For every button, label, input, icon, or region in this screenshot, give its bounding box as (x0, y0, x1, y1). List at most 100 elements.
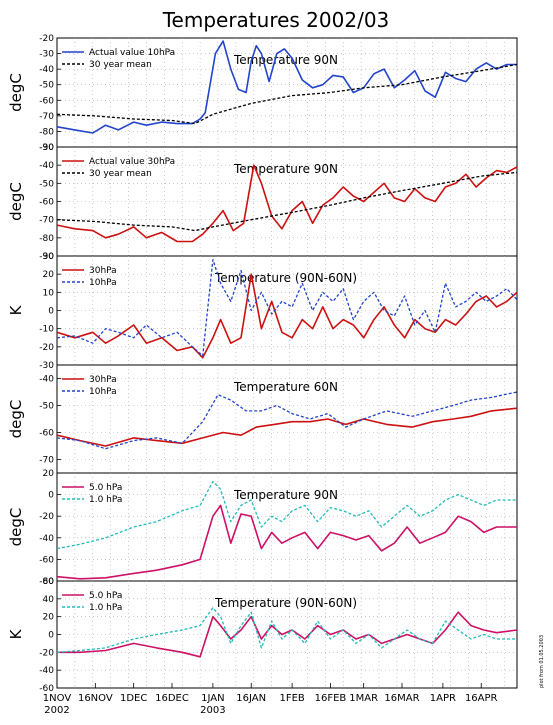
y-tick-label: -20 (39, 34, 54, 44)
legend-label: 30hPa (89, 375, 117, 385)
y-tick-label: -80 (39, 577, 54, 587)
y-tick-label: -20 (39, 648, 54, 658)
legend-label: 30hPa (89, 266, 117, 276)
y-tick-label: -40 (39, 666, 54, 676)
y-tick-label: -80 (39, 234, 54, 244)
series-line-1 (57, 40, 517, 134)
panel-title: Temperature 90N (233, 53, 338, 67)
y-tick-label: -20 (39, 512, 54, 522)
panel-1: -90 -80 -70 -60 -50 -40 -30 -20 degC Temperature … (7, 34, 518, 153)
panels: -90 -80 -70 -60 -50 -40 -30 -20 degC Temperature … (7, 34, 518, 694)
y-tick-label: -40 (39, 161, 54, 171)
y-tick-label: -70 (39, 456, 54, 466)
y-tick-label: 0 (48, 631, 54, 641)
series-line-2 (57, 171, 517, 232)
x-tick-year: 2003 (200, 705, 225, 716)
y-tick-label: -60 (39, 429, 54, 439)
y-tick-label: -30 (39, 143, 54, 153)
y-tick-label: -60 (39, 555, 54, 565)
legend-label: Actual value 10hPa (89, 48, 175, 58)
x-tick-label: 16JAN (236, 693, 266, 704)
y-tick-label: 20 (43, 469, 55, 479)
y-tick-label: -40 (39, 375, 54, 385)
y-tick-label: -30 (39, 361, 54, 371)
y-tick-label: 30 (43, 252, 55, 262)
y-tick-label: 60 (43, 577, 55, 587)
panel-title: Temperature 90N (233, 488, 338, 502)
y-tick-label: -90 (39, 143, 54, 153)
y-tick-label: -80 (39, 127, 54, 137)
x-tick-label: 1NOV (43, 693, 72, 704)
y-axis-label: degC (7, 182, 25, 221)
y-axis-label: K (7, 304, 25, 315)
series-line-1 (57, 611, 517, 658)
x-tick-label: 16APR (465, 693, 498, 704)
panel-2: -90 -80 -70 -60 -50 -40 -30 degC Temperature 90N… (7, 143, 518, 262)
legend-label: 10hPa (89, 387, 117, 397)
plot-date-note: plot from 01.05.2003 (539, 635, 545, 688)
x-tick-label: 1FEB (279, 693, 304, 704)
y-tick-label: -50 (39, 402, 54, 412)
y-tick-label: -50 (39, 81, 54, 91)
panel-6: -60 -40 -20 0 20 40 60 K Temperature (90N-60N) 5.… (7, 577, 518, 694)
legend-label: 1.0 hPa (89, 603, 122, 613)
panel-title: Temperature 60N (233, 380, 338, 394)
x-tick-label: 1MAR (349, 693, 378, 704)
y-tick-label: 0 (48, 307, 54, 317)
y-tick-label: -60 (39, 96, 54, 106)
y-axis-label: K (7, 628, 25, 639)
x-tick-label: 16DEC (155, 693, 189, 704)
y-tick-label: -60 (39, 684, 54, 694)
x-tick-label: 1APR (430, 693, 456, 704)
legend-label: 5.0 hPa (89, 483, 122, 493)
series-line-2 (57, 607, 517, 653)
series-line-2 (57, 391, 517, 450)
y-tick-label: -50 (39, 179, 54, 189)
legend-label: Actual value 30hPa (89, 157, 175, 167)
y-tick-label: -40 (39, 65, 54, 75)
figure-title: Temperatures 2002/03 (162, 8, 390, 32)
y-tick-label: -40 (39, 534, 54, 544)
legend-label: 1.0 hPa (89, 495, 122, 505)
legend-label: 30 year mean (89, 169, 152, 179)
panel-3: -30 -20 -10 0 10 20 30 K Temperature (90N-60N) 30… (7, 252, 518, 371)
x-tick-label: 16NOV (78, 693, 113, 704)
x-tick-label: 1DEC (120, 693, 147, 704)
y-tick-label: 20 (43, 613, 55, 623)
series-line-1 (57, 407, 517, 447)
y-tick-label: -90 (39, 252, 54, 262)
x-tick-year: 2002 (44, 705, 69, 716)
panel-title: Temperature 90N (233, 162, 338, 176)
legend-label: 10hPa (89, 278, 117, 288)
y-axis-label: degC (7, 73, 25, 112)
series-line-1 (57, 273, 517, 359)
panel-title: Temperature (90N-60N) (214, 596, 357, 610)
series-line-2 (57, 63, 517, 125)
y-tick-label: -30 (39, 50, 54, 60)
y-tick-label: -70 (39, 216, 54, 226)
series-line-2 (57, 258, 517, 357)
panel-5: -80 -60 -40 -20 0 20 degC Temperature 90N 5.0 hP… (7, 469, 518, 587)
y-tick-label: 20 (43, 270, 55, 280)
x-tick-label: 16MAR (384, 693, 419, 704)
series-line-2 (57, 480, 517, 550)
series-line-1 (57, 504, 517, 580)
series-line-1 (57, 164, 517, 243)
y-axis-label: degC (7, 400, 25, 439)
x-tick-label: 16FEB (315, 693, 347, 704)
y-tick-label: 40 (43, 595, 55, 605)
x-tick-label: 1JAN (201, 693, 224, 704)
y-axis-label: degC (7, 508, 25, 547)
y-tick-label: 0 (48, 491, 54, 501)
y-tick-label: 10 (43, 288, 55, 298)
y-tick-label: -60 (39, 198, 54, 208)
y-tick-label: -10 (39, 325, 54, 335)
legend-label: 30 year mean (89, 60, 152, 70)
y-tick-label: -20 (39, 343, 54, 353)
panel-title: Temperature (90N-60N) (214, 271, 357, 285)
legend-label: 5.0 hPa (89, 591, 122, 601)
panel-4: -70 -60 -50 -40 degC Temperature 60N 30hPa 10hP… (7, 364, 518, 474)
y-tick-label: -70 (39, 112, 54, 122)
